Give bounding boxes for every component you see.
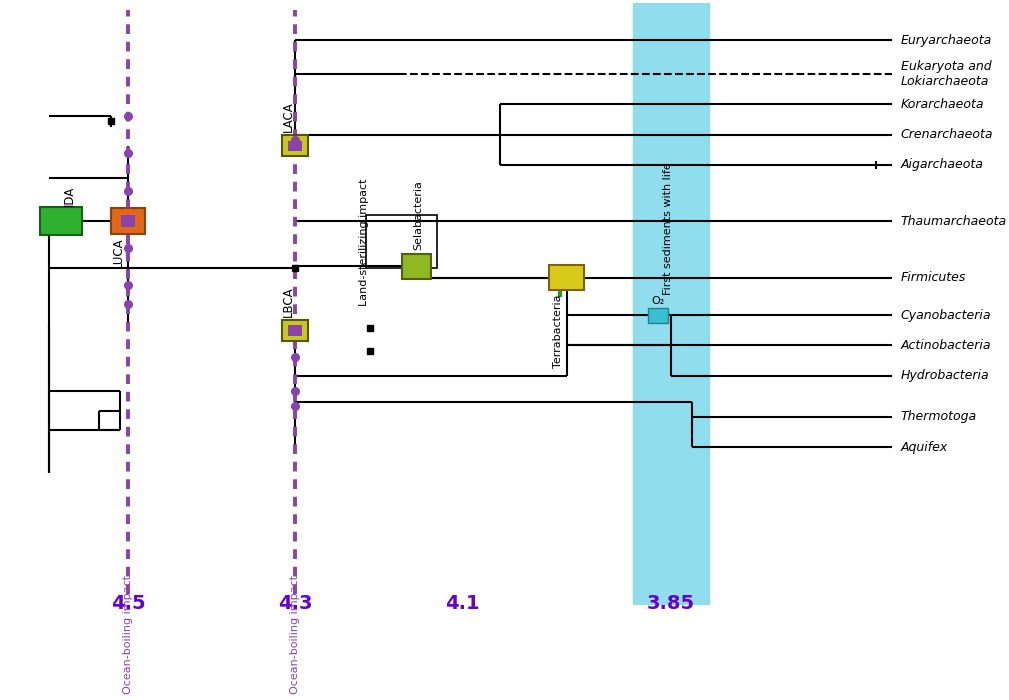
Bar	[549, 265, 584, 290]
Text: Land-sterilizing impact: Land-sterilizing impact	[358, 178, 368, 306]
Text: Selabacteria: Selabacteria	[414, 180, 424, 250]
Bar	[289, 141, 302, 151]
Bar	[121, 216, 135, 227]
Text: Firmicutes: Firmicutes	[901, 271, 966, 284]
Text: Hydrobacteria: Hydrobacteria	[901, 369, 989, 382]
Text: LACA: LACA	[282, 102, 295, 132]
Text: First sediments with life: First sediments with life	[664, 162, 673, 295]
Text: Crenarchaeota: Crenarchaeota	[901, 128, 993, 141]
Text: Ocean-boiling impact: Ocean-boiling impact	[123, 575, 133, 694]
Text: 4.3: 4.3	[277, 594, 313, 613]
Text: Aquifex: Aquifex	[901, 440, 947, 454]
Text: Korarchaeota: Korarchaeota	[901, 98, 984, 111]
Text: Cyanobacteria: Cyanobacteria	[901, 309, 991, 322]
Text: IDA: IDA	[64, 186, 76, 206]
Text: Eukaryota and
Lokiarchaeota: Eukaryota and Lokiarchaeota	[901, 60, 991, 88]
Text: Actinobacteria: Actinobacteria	[901, 339, 991, 352]
Text: Thaumarchaeota: Thaumarchaeota	[901, 215, 1007, 228]
Text: 4.1: 4.1	[445, 594, 479, 613]
Text: O₂: O₂	[652, 296, 665, 306]
Text: Aigarchaeota: Aigarchaeota	[901, 158, 984, 172]
Bar	[649, 308, 668, 323]
Bar	[111, 209, 145, 234]
Text: Ocean-boiling impact: Ocean-boiling impact	[291, 575, 300, 694]
Text: 3.85: 3.85	[647, 594, 695, 613]
Text: LUCA: LUCA	[112, 237, 124, 268]
Bar	[282, 320, 309, 341]
Text: Terrabacteria: Terrabacteria	[553, 294, 563, 368]
Bar	[402, 253, 431, 279]
Bar	[40, 207, 82, 235]
Text: LBCA: LBCA	[282, 286, 295, 317]
Bar	[366, 216, 437, 268]
Text: Euryarchaeota: Euryarchaeota	[901, 34, 992, 47]
Text: Thermotoga: Thermotoga	[901, 410, 977, 424]
Text: 4.5: 4.5	[111, 594, 145, 613]
Bar	[634, 3, 708, 606]
Bar	[282, 135, 309, 156]
Bar	[289, 325, 302, 335]
